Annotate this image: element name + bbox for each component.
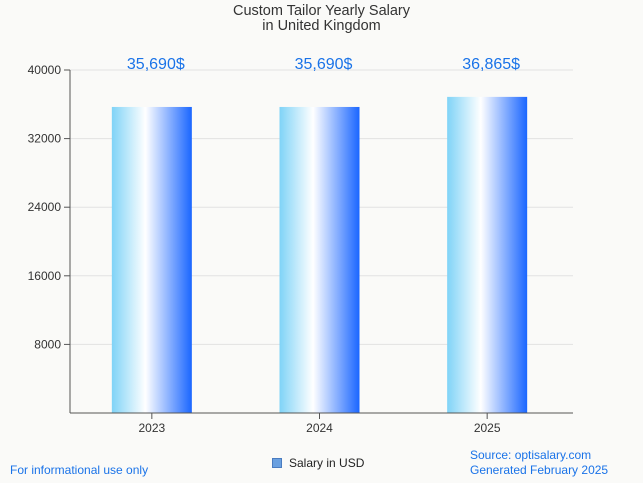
- bar: [447, 96, 528, 413]
- y-tick-label: 40000: [28, 63, 62, 77]
- y-tick-label: 32000: [28, 132, 62, 146]
- source-block: Source: optisalary.com Generated Februar…: [470, 448, 608, 478]
- legend-swatch: [272, 458, 282, 468]
- x-tick-label: 2023: [138, 421, 165, 435]
- bar: [111, 106, 192, 413]
- data-label: 35,690$: [127, 56, 185, 73]
- chart-title: Custom Tailor Yearly Salary in United Ki…: [0, 4, 643, 34]
- generated-text: Generated February 2025: [470, 463, 609, 477]
- source-text: Source: optisalary.com: [470, 448, 592, 462]
- x-tick-label: 2024: [306, 421, 333, 435]
- y-tick-label: 16000: [28, 269, 62, 283]
- legend: Salary in USD: [272, 456, 364, 470]
- bar: [279, 106, 360, 413]
- y-tick-label: 8000: [34, 337, 61, 351]
- x-tick-label: 2025: [474, 421, 501, 435]
- chart-title-line-2: in United Kingdom: [262, 18, 381, 34]
- disclaimer-text: For informational use only: [10, 463, 149, 477]
- chart-title-line-1: Custom Tailor Yearly Salary: [232, 3, 411, 19]
- data-label: 36,865$: [462, 56, 520, 73]
- legend-label: Salary in USD: [289, 456, 365, 470]
- y-tick-label: 24000: [28, 200, 62, 214]
- data-label: 35,690$: [295, 56, 353, 73]
